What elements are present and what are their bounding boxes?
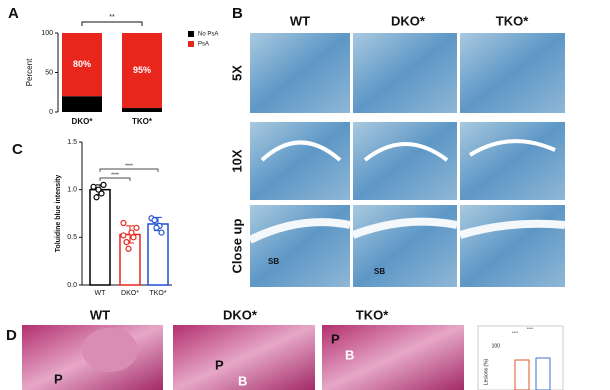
data-point bbox=[153, 224, 160, 231]
micrograph bbox=[250, 205, 350, 287]
column-label: TKO* bbox=[356, 307, 389, 322]
panel-label: B bbox=[232, 5, 243, 22]
significance-bracket bbox=[99, 168, 159, 172]
column-label: WT bbox=[290, 13, 310, 28]
row-label: Close up bbox=[229, 218, 244, 273]
data-point bbox=[151, 217, 158, 224]
y-tick-label: 0.0 bbox=[67, 282, 77, 289]
data-point bbox=[95, 186, 102, 193]
axis-title: Toluidine blue intensity bbox=[55, 175, 62, 253]
annotation: P bbox=[54, 371, 63, 386]
panel-label: A bbox=[8, 5, 19, 22]
y-tick-label: 100 bbox=[41, 30, 53, 37]
annotation: SB bbox=[374, 267, 385, 276]
significance: ** bbox=[109, 14, 115, 21]
data-point bbox=[100, 181, 107, 188]
micrograph bbox=[460, 122, 565, 200]
histology-grid: SB SB bbox=[248, 33, 566, 287]
micrograph bbox=[353, 122, 457, 200]
bar bbox=[147, 223, 169, 286]
micrograph bbox=[460, 205, 565, 287]
data-point bbox=[120, 232, 127, 239]
value-label: 95% bbox=[133, 65, 151, 75]
x-tick-label: WT bbox=[95, 290, 107, 297]
micrograph bbox=[250, 122, 350, 200]
data-point bbox=[90, 183, 97, 190]
y-tick-label: 0.5 bbox=[67, 234, 77, 241]
row-label: 5X bbox=[229, 65, 244, 81]
inset-bar bbox=[514, 359, 530, 390]
micrograph bbox=[173, 325, 315, 390]
y-tick-label: 100 bbox=[492, 343, 501, 349]
data-point bbox=[98, 190, 105, 197]
data-point bbox=[125, 245, 132, 252]
staining-grid: P P B P B 100 Lesions (%) **** **** bbox=[22, 325, 564, 390]
panel-label: C bbox=[12, 141, 23, 158]
significance: **** bbox=[111, 172, 119, 178]
x-tick-label: TKO* bbox=[149, 290, 166, 297]
annotation: B bbox=[345, 347, 354, 362]
significance: **** bbox=[527, 326, 534, 331]
micrograph bbox=[353, 33, 457, 113]
joint-space bbox=[260, 140, 342, 162]
inset-bar bbox=[535, 357, 551, 390]
bar-segment bbox=[62, 33, 102, 97]
micrograph bbox=[460, 33, 565, 113]
joint-space bbox=[248, 218, 351, 244]
legend-label: No PsA bbox=[198, 32, 218, 38]
value-label: 80% bbox=[73, 59, 91, 69]
data-point bbox=[123, 239, 130, 246]
joint-space bbox=[351, 217, 458, 239]
y-tick-label: 50 bbox=[45, 69, 53, 76]
annotation: B bbox=[238, 373, 247, 388]
axis-title: Lesions (%) bbox=[483, 358, 489, 385]
bar-segment bbox=[122, 33, 162, 109]
column-label: DKO* bbox=[391, 13, 426, 28]
bar bbox=[89, 188, 111, 286]
micrograph bbox=[353, 205, 457, 287]
significance: **** bbox=[512, 330, 519, 335]
axis-title: Percent bbox=[25, 58, 34, 86]
x-tick-label: TKO* bbox=[132, 117, 153, 126]
legend-label: PsA bbox=[198, 42, 209, 48]
significance-bracket bbox=[99, 177, 131, 181]
significance: **** bbox=[125, 163, 133, 169]
data-point bbox=[120, 219, 127, 227]
data-point bbox=[130, 234, 137, 241]
annotation: P bbox=[215, 357, 224, 372]
x-tick-label: DKO* bbox=[121, 290, 139, 297]
joint-space bbox=[363, 142, 449, 162]
annotation: SB bbox=[268, 257, 279, 266]
micrograph bbox=[322, 325, 464, 390]
column-label: TKO* bbox=[496, 13, 529, 28]
significance-bracket bbox=[81, 21, 143, 26]
inset-frame bbox=[477, 325, 564, 390]
column-label: DKO* bbox=[223, 307, 258, 322]
tissue bbox=[82, 328, 138, 372]
column-label: WT bbox=[90, 307, 110, 322]
micrograph bbox=[250, 33, 350, 113]
data-point bbox=[133, 224, 140, 231]
bar-segment bbox=[62, 96, 102, 112]
legend-swatch bbox=[188, 41, 194, 47]
joint-space bbox=[458, 219, 566, 239]
panel-label: D bbox=[6, 327, 17, 344]
annotation: P bbox=[331, 331, 340, 346]
y-tick-label: 1.0 bbox=[67, 187, 77, 194]
legend-swatch bbox=[188, 31, 194, 37]
data-point bbox=[93, 194, 100, 201]
y-tick-label: 1.5 bbox=[67, 139, 77, 146]
row-label: 10X bbox=[229, 149, 244, 172]
joint-space bbox=[468, 139, 556, 157]
data-point bbox=[158, 229, 165, 236]
bar-segment bbox=[122, 108, 162, 112]
y-tick-label: 0 bbox=[49, 109, 53, 116]
x-tick-label: DKO* bbox=[72, 117, 94, 126]
